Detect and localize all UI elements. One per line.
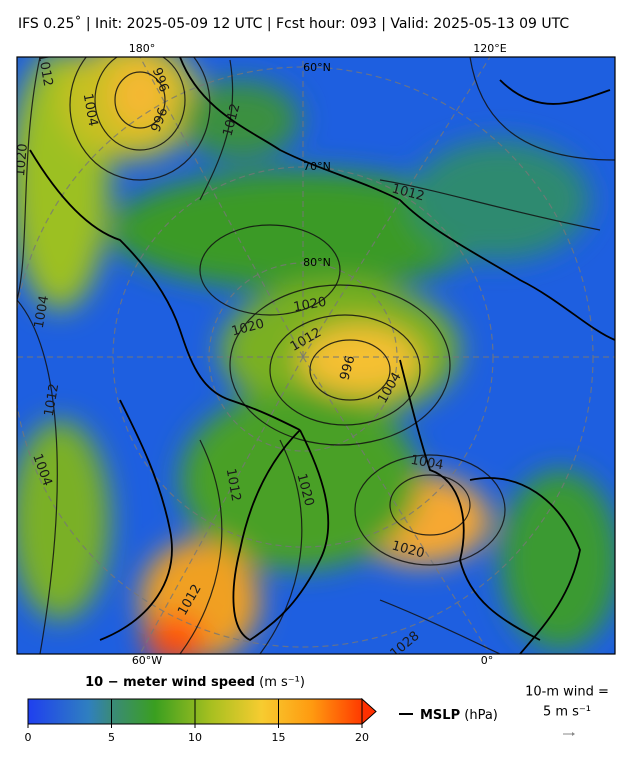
contour-label: 1020 <box>292 295 327 316</box>
colorbar-tick-label: 0 <box>25 731 32 744</box>
contour-label: 1012 <box>42 382 63 417</box>
contour-label: 996 <box>338 354 359 382</box>
mslp-title: MSLP <box>420 708 460 723</box>
colorbar-tick-label: 15 <box>272 731 286 744</box>
coastlines <box>29 57 615 654</box>
isobars <box>17 57 615 654</box>
colorbar-ticks: 0 5 10 15 20 <box>25 699 369 744</box>
wind-key-arrowhead <box>572 732 575 736</box>
colorbar-title: 10 − meter wind speed (m s⁻¹) <box>85 675 305 690</box>
wind-key-line1: 10-m wind = <box>525 685 609 700</box>
colorbar-tick-label: 10 <box>188 731 202 744</box>
legend: MSLP (hPa) 10-m wind = 5 m s⁻¹ <box>399 685 609 736</box>
graticule-labels: 180° 120°E 60°W 0° <box>129 42 507 667</box>
latitude-label: 80°N <box>303 256 331 269</box>
colorbar-tick-label: 20 <box>355 731 369 744</box>
longitude-label: 180° <box>129 42 156 55</box>
longitude-label: 60°W <box>132 654 162 667</box>
contour-label: 1004 <box>32 294 53 329</box>
title: IFS 0.25˚ | Init: 2025-05-09 12 UTC | Fc… <box>18 15 569 32</box>
mslp-label: MSLP (hPa) <box>420 708 498 723</box>
latitude-label: 70°N <box>303 160 331 173</box>
contour-label: 1020 <box>13 143 31 177</box>
colorbar: 10 − meter wind speed (m s⁻¹) 0 5 10 15 20 <box>25 675 377 744</box>
contour-label: 1012 <box>223 467 244 502</box>
colorbar-title-text: 10 − meter wind speed <box>85 675 255 690</box>
graticule <box>17 57 615 654</box>
contour-label: 1004 <box>409 453 444 474</box>
latitude-label: 60°N <box>303 61 331 74</box>
colorbar-tick-label: 5 <box>108 731 115 744</box>
longitude-label: 0° <box>481 654 494 667</box>
contour-label: 1004 <box>80 92 101 127</box>
colorbar-extension <box>361 697 377 726</box>
contour-label: 1012 <box>35 52 56 87</box>
wind-key-line2: 5 m s⁻¹ <box>543 705 591 720</box>
colorbar-unit: (m s⁻¹) <box>259 675 305 690</box>
mslp-unit: (hPa) <box>464 708 498 723</box>
map-frame <box>16 56 616 655</box>
longitude-label: 120°E <box>473 42 506 55</box>
